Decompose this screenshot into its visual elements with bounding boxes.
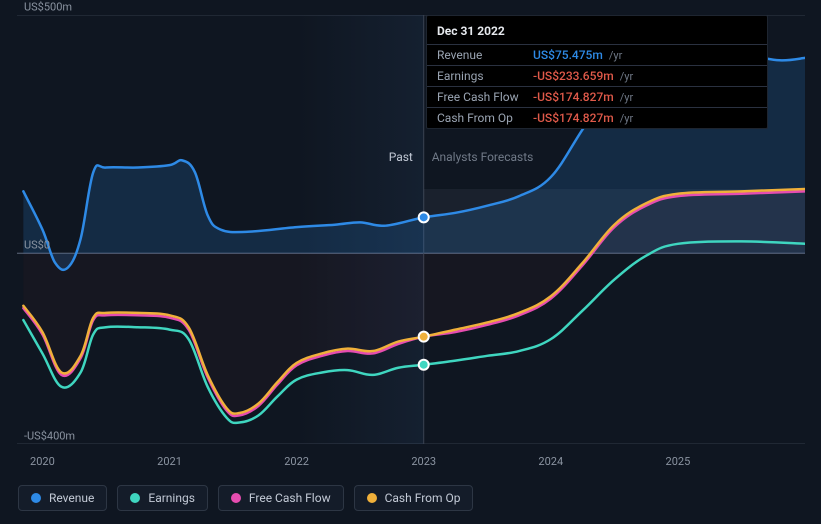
tooltip: Dec 31 2022 RevenueUS$75.475m/yrEarnings… (426, 15, 768, 129)
tooltip-row-label: Revenue (437, 48, 527, 62)
tooltip-row-unit: /yr (620, 70, 633, 83)
tooltip-row-value: -US$174.827m (533, 90, 614, 104)
x-tick-label: 2024 (538, 455, 563, 468)
legend-item-label: Earnings (148, 491, 195, 505)
tooltip-row-unit: /yr (620, 112, 633, 125)
tooltip-row: Revenue US$75.475m/yr (427, 44, 767, 65)
x-tick-label: 2025 (666, 455, 691, 468)
tooltip-row: Cash From Op -US$174.827m/yr (427, 107, 767, 128)
legend-item-label: Free Cash Flow (249, 491, 331, 505)
legend: Revenue Earnings Free Cash Flow Cash From O… (18, 485, 473, 511)
tooltip-row-label: Cash From Op (437, 111, 527, 125)
tooltip-row-unit: /yr (609, 49, 622, 62)
tooltip-row-label: Free Cash Flow (437, 90, 527, 104)
x-tick-label: 2021 (157, 455, 182, 468)
y-tick-label: US$0 (24, 239, 50, 252)
legend-item-revenue[interactable]: Revenue (18, 485, 107, 511)
legend-item-label: Cash From Op (385, 491, 461, 505)
phase-label-past: Past (389, 150, 413, 164)
tooltip-row: Free Cash Flow -US$174.827m/yr (427, 86, 767, 107)
tooltip-row: Earnings -US$233.659m/yr (427, 65, 767, 86)
y-tick-label: US$500m (24, 1, 72, 14)
x-tick-label: 2020 (30, 455, 55, 468)
y-tick-label: -US$400m (24, 430, 75, 443)
tooltip-row-label: Earnings (437, 69, 527, 83)
legend-dot-icon (231, 493, 241, 503)
legend-dot-icon (130, 493, 140, 503)
tooltip-row-value: -US$174.827m (533, 111, 614, 125)
tooltip-title: Dec 31 2022 (427, 22, 767, 44)
legend-item-label: Revenue (49, 491, 94, 505)
phase-label-forecasts: Analysts Forecasts (432, 150, 534, 164)
financials-chart: 2020 2021 2022 2023 2024 2025 Past Analysts F… (0, 0, 821, 524)
legend-item-cfo[interactable]: Cash From Op (354, 485, 474, 511)
legend-item-fcf[interactable]: Free Cash Flow (218, 485, 344, 511)
legend-dot-icon (31, 493, 41, 503)
tooltip-row-value: -US$233.659m (533, 69, 614, 83)
tooltip-row-value: US$75.475m (533, 48, 603, 62)
legend-dot-icon (367, 493, 377, 503)
tooltip-row-unit: /yr (620, 91, 633, 104)
x-tick-label: 2022 (284, 455, 309, 468)
legend-item-earnings[interactable]: Earnings (117, 485, 208, 511)
x-tick-label: 2023 (411, 455, 436, 468)
